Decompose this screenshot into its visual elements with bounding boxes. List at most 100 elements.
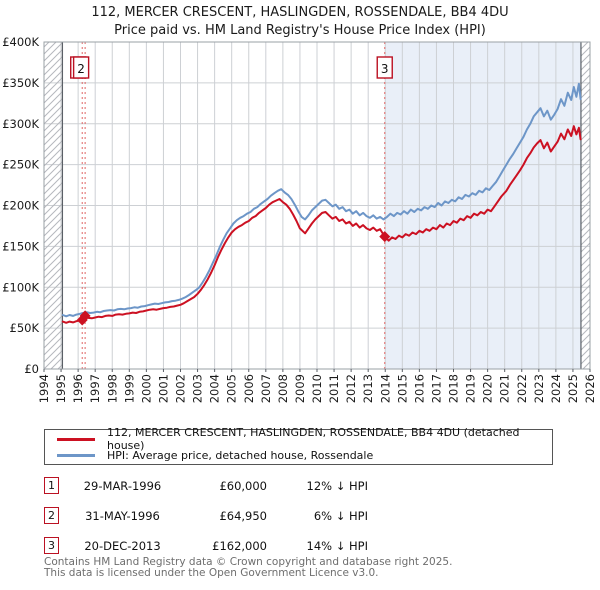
y-tick-label: £100K xyxy=(2,280,39,294)
x-tick-label-group: 1994 xyxy=(37,374,51,403)
legend-price-label: 112, MERCER CRESCENT, HASLINGDEN, ROSSEN… xyxy=(107,426,520,452)
x-tick-label-group: 2006 xyxy=(242,374,256,403)
x-tick-label: 2019 xyxy=(464,374,478,403)
no-data-hatch-right xyxy=(580,42,590,369)
x-tick-label: 2021 xyxy=(498,374,512,403)
transaction-hpi-delta: 12% ↓ HPI xyxy=(306,479,368,493)
x-tick-label-group: 2012 xyxy=(344,374,358,403)
x-tick-label-group: 1997 xyxy=(88,374,102,403)
x-tick-label: 2008 xyxy=(276,374,290,403)
x-tick-label-group: 2014 xyxy=(378,374,392,403)
x-tick-label: 2026 xyxy=(583,374,597,403)
transaction-number-badge: 2 xyxy=(44,507,59,524)
x-tick-label: 2016 xyxy=(412,374,426,403)
x-tick-label-group: 2008 xyxy=(276,374,290,403)
y-tick-label: £200K xyxy=(2,199,39,213)
legend-item-hpi: HPI: Average price, detached house, Ross… xyxy=(45,449,552,462)
y-tick-label: £50K xyxy=(10,321,40,335)
page-subtitle: Price paid vs. HM Land Registry's House … xyxy=(114,23,486,38)
x-tick-label-group: 2005 xyxy=(225,374,239,403)
transaction-row: 1 29-MAR-1996 £60,000 12% ↓ HPI xyxy=(44,477,424,497)
transaction-date: 29-MAR-1996 xyxy=(83,479,162,493)
chart-legend: 112, MERCER CRESCENT, HASLINGDEN, ROSSEN… xyxy=(44,426,553,465)
sale-marker xyxy=(379,231,391,243)
x-tick-label-group: 2004 xyxy=(208,374,222,403)
x-tick-label: 2022 xyxy=(515,374,529,403)
legend-item-price: 112, MERCER CRESCENT, HASLINGDEN, ROSSEN… xyxy=(45,426,552,452)
x-tick-label: 2018 xyxy=(447,374,461,403)
x-tick-label: 2000 xyxy=(139,374,153,403)
x-tick-label-group: 1999 xyxy=(122,374,136,403)
page-title: 112, MERCER CRESCENT, HASLINGDEN, ROSSEN… xyxy=(91,5,509,20)
x-tick-label-group: 1998 xyxy=(105,374,119,403)
hpi-line-swatch xyxy=(57,454,95,457)
transaction-row: 3 20-DEC-2013 £162,000 14% ↓ HPI xyxy=(44,537,424,557)
x-tick-label: 2020 xyxy=(481,374,495,403)
y-tick-label: £150K xyxy=(2,239,39,253)
x-tick-label-group: 2020 xyxy=(481,374,495,403)
x-tick-label-group: 2022 xyxy=(515,374,529,403)
x-tick-label-group: 2016 xyxy=(412,374,426,403)
x-tick-label: 2011 xyxy=(327,374,341,403)
transaction-price: £64,950 xyxy=(219,509,267,523)
footer-line-1: Contains HM Land Registry data © Crown c… xyxy=(44,556,453,568)
x-tick-label-group: 2011 xyxy=(327,374,341,403)
x-tick-label: 2010 xyxy=(310,374,324,403)
x-tick-label-group: 2000 xyxy=(139,374,153,403)
x-tick-label-group: 2026 xyxy=(583,374,597,403)
x-tick-label-group: 1995 xyxy=(54,374,68,403)
x-tick-label-group: 2003 xyxy=(191,374,205,403)
x-tick-label: 2024 xyxy=(549,374,563,403)
sale-label-number: 2 xyxy=(77,62,85,76)
x-tick-label: 1997 xyxy=(88,374,102,403)
x-tick-label-group: 2010 xyxy=(310,374,324,403)
transaction-number-badge: 1 xyxy=(44,477,59,494)
x-tick-label: 1995 xyxy=(54,374,68,403)
transaction-number-badge: 3 xyxy=(44,537,59,554)
transaction-hpi-delta: 6% ↓ HPI xyxy=(313,509,368,523)
x-tick-label-group: 2013 xyxy=(361,374,375,403)
x-tick-label-group: 2017 xyxy=(429,374,443,403)
x-tick-label-group: 2007 xyxy=(259,374,273,403)
footer-line-2: This data is licensed under the Open Gov… xyxy=(44,567,379,579)
x-tick-label-group: 2025 xyxy=(566,374,580,403)
x-tick-label: 2013 xyxy=(361,374,375,403)
price-history-chart: 123£0£50K£100K£150K£200K£250K£300K£350K£… xyxy=(2,35,597,403)
no-data-hatch-left xyxy=(44,42,63,369)
transaction-date: 20-DEC-2013 xyxy=(84,539,161,553)
x-tick-label-group: 2002 xyxy=(174,374,188,403)
transaction-hpi-delta: 14% ↓ HPI xyxy=(306,539,368,553)
x-tick-label: 2009 xyxy=(293,374,307,403)
x-tick-label: 1999 xyxy=(122,374,136,403)
x-tick-label: 2004 xyxy=(208,374,222,403)
attribution-footer: Contains HM Land Registry data © Crown c… xyxy=(44,557,584,579)
transaction-price: £162,000 xyxy=(212,539,267,553)
x-tick-label: 2023 xyxy=(532,374,546,403)
x-tick-label: 2014 xyxy=(378,374,392,403)
x-tick-label: 2025 xyxy=(566,374,580,403)
price-line-swatch xyxy=(57,437,95,441)
hpi-line xyxy=(61,82,582,318)
sale-label-number: 3 xyxy=(381,62,389,76)
x-tick-label-group: 2023 xyxy=(532,374,546,403)
x-tick-label: 1996 xyxy=(71,374,85,403)
x-tick-label-group: 1996 xyxy=(71,374,85,403)
x-tick-label: 2012 xyxy=(344,374,358,403)
x-tick-label: 2002 xyxy=(174,374,188,403)
x-tick-label-group: 2001 xyxy=(156,374,170,403)
x-tick-label: 1994 xyxy=(37,374,51,403)
x-tick-label-group: 2019 xyxy=(464,374,478,403)
x-tick-label: 2001 xyxy=(156,374,170,403)
y-tick-label: £250K xyxy=(2,158,39,172)
y-tick-label: £300K xyxy=(2,117,39,131)
x-tick-label-group: 2021 xyxy=(498,374,512,403)
x-tick-label-group: 2009 xyxy=(293,374,307,403)
transaction-price: £60,000 xyxy=(219,479,267,493)
sale-marker xyxy=(79,310,91,322)
x-tick-label-group: 2015 xyxy=(395,374,409,403)
x-tick-label: 2017 xyxy=(429,374,443,403)
sale-label-box xyxy=(72,56,90,79)
x-tick-label: 2006 xyxy=(242,374,256,403)
x-tick-label: 1998 xyxy=(105,374,119,403)
